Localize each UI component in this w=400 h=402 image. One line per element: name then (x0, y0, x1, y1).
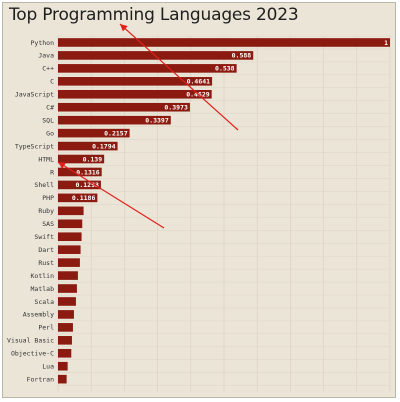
data-label: 1 (384, 39, 388, 47)
bar-typescript (58, 141, 118, 151)
tick-label: JavaScript (15, 91, 54, 99)
data-label: 0.538 (215, 65, 235, 73)
tick-label: Lua (42, 363, 54, 371)
tick-label: Dart (38, 246, 54, 254)
data-label: 0.1316 (76, 168, 100, 176)
tick-label: Objective-C (11, 350, 54, 358)
tick-label: C (50, 78, 54, 86)
bar-dart (58, 245, 81, 254)
data-label: 0.1293 (75, 181, 99, 189)
bar-fortran (58, 374, 67, 384)
bar-c- (58, 64, 237, 73)
tick-label: Assembly (23, 311, 54, 319)
data-label: 0.2157 (104, 129, 128, 137)
tick-label: Visual Basic (7, 337, 54, 345)
data-label: 0.139 (83, 155, 103, 163)
bar-perl (58, 323, 73, 332)
data-label: 0.1186 (72, 194, 96, 202)
tick-label: Scala (34, 298, 54, 306)
bar-objective-c (58, 348, 72, 358)
tick-label: Go (46, 129, 54, 137)
tick-label: C++ (42, 65, 54, 73)
tick-label: Shell (34, 181, 54, 189)
bar-swift (58, 232, 82, 242)
tick-label: R (50, 168, 54, 176)
tick-label: HTML (38, 155, 54, 163)
bar-sas (58, 219, 83, 229)
tick-label: Swift (34, 233, 54, 241)
tick-label: SQL (42, 116, 54, 124)
bar-java (58, 51, 254, 60)
data-label: 0.1794 (92, 142, 116, 150)
data-label: 0.588 (232, 52, 252, 60)
bar-sql (58, 115, 171, 125)
bar-python (58, 38, 390, 47)
tick-label: Fortran (27, 375, 54, 383)
bar-assembly (58, 310, 74, 319)
bar-lua (58, 361, 68, 371)
tick-label: TypeScript (15, 142, 54, 150)
tick-label: C# (46, 104, 54, 112)
bar-ruby (58, 206, 84, 216)
tick-label: Java (38, 52, 54, 60)
bar-kotlin (58, 271, 78, 280)
bar-html (58, 154, 105, 164)
tick-label: Kotlin (31, 272, 55, 280)
bar-matlab (58, 284, 77, 293)
bar-visual-basic (58, 336, 72, 345)
tick-label: Perl (38, 324, 54, 332)
data-label: 0.4629 (186, 91, 210, 99)
bar-go (58, 128, 130, 138)
tick-label: Python (31, 39, 55, 47)
bar-scala (58, 297, 76, 306)
bar-rust (58, 258, 80, 267)
tick-label: PHP (42, 194, 54, 202)
data-label: 0.4641 (187, 78, 211, 86)
tick-label: Rust (38, 259, 54, 267)
tick-label: SAS (42, 220, 54, 228)
chart-title: Top Programming Languages 2023 (9, 5, 299, 25)
data-label: 0.3397 (145, 116, 169, 124)
tick-label: Matlab (31, 285, 55, 293)
tick-label: Ruby (38, 207, 54, 215)
data-label: 0.3973 (164, 104, 188, 112)
